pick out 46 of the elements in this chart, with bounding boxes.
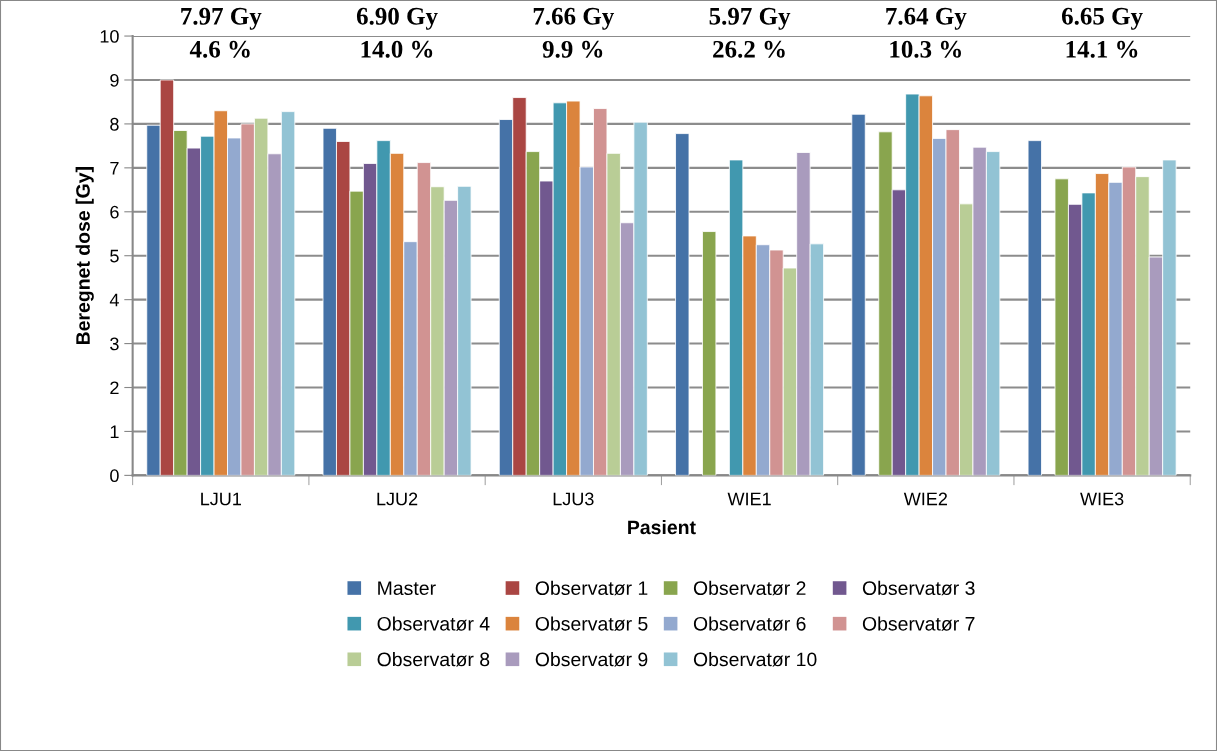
- annotation: 10.3 %: [890, 40, 961, 58]
- x-axis-title: Pasient: [628, 519, 696, 535]
- y-tick-label: 1: [110, 425, 119, 438]
- legend-label: Master: [378, 581, 436, 596]
- x-tick-label: LJU2: [377, 492, 418, 506]
- legend-label: Observatør 3: [862, 580, 975, 596]
- bar: [1027, 140, 1042, 476]
- x-tick-label: WIE2: [903, 492, 947, 506]
- x-tick-label: LJU1: [201, 492, 241, 506]
- bar: [675, 133, 690, 476]
- legend-label: Observatør 2: [693, 580, 806, 596]
- bar: [702, 231, 717, 476]
- legend-label: Observatør 9: [535, 652, 648, 667]
- y-tick-label: 5: [110, 249, 119, 263]
- y-tick-label: 2: [110, 381, 119, 395]
- annotation: 14.1 %: [1066, 40, 1138, 58]
- text: 7.66 Gy: [533, 7, 615, 30]
- x-tick-label: LJU3: [553, 492, 594, 506]
- y-axis-title: Beregnet dose [Gy]: [75, 167, 94, 345]
- text: 5.97 Gy: [709, 7, 791, 30]
- legend-label: Observatør 7: [862, 616, 975, 631]
- annotation: 26.2 %: [713, 40, 785, 58]
- y-tick-label: 0: [110, 469, 119, 483]
- annotation: 9.9 %: [542, 40, 603, 58]
- text: 6.90 Gy: [356, 7, 438, 30]
- legend-label: Observatør 6: [693, 616, 806, 631]
- legend-label: Observatør 10: [693, 652, 817, 667]
- y-tick-label: 4: [109, 293, 119, 307]
- text: 6.65 Gy: [1061, 7, 1143, 30]
- legend-label: Observatør 8: [377, 652, 490, 667]
- legend-label: Observatør 4: [377, 616, 490, 631]
- legend-label: Observatør 1: [535, 580, 648, 596]
- y-tick-label: 6: [110, 205, 119, 219]
- x-tick-label: WIE3: [1080, 492, 1124, 506]
- text: 7.64 Gy: [886, 7, 967, 30]
- annotation: 4.6 %: [189, 40, 250, 58]
- y-tick-label: 3: [110, 337, 119, 351]
- legend-label: Observatør 5: [535, 616, 648, 631]
- text: 7.97 Gy: [181, 7, 262, 30]
- y-tick-label: 9: [110, 73, 119, 87]
- y-tick-label: 8: [110, 117, 119, 131]
- y-tick-label: 10: [100, 29, 119, 43]
- y-tick-label: 7: [110, 161, 119, 175]
- x-tick-label: WIE1: [727, 492, 771, 506]
- bar: [851, 113, 866, 476]
- annotation: 14.0 %: [361, 40, 433, 58]
